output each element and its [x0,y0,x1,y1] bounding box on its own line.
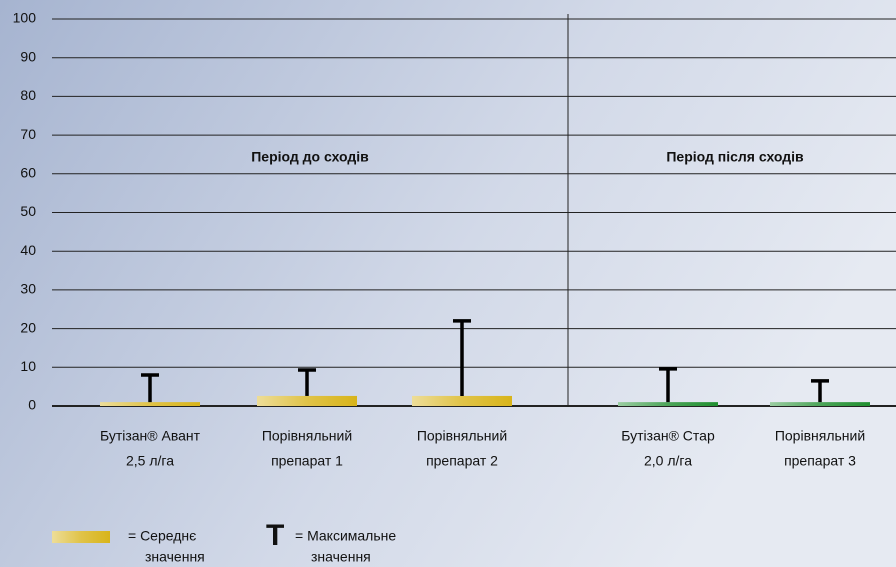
period-label: Період після сходів [666,149,804,165]
y-tick-label: 60 [20,165,36,181]
x-tick-label: препарат 3 [784,453,856,469]
bar [257,395,357,406]
legend-swatch [52,531,110,543]
y-tick-label: 80 [20,87,36,103]
y-tick-label: 20 [20,319,36,335]
max-marker [659,367,677,403]
bar [770,402,870,406]
x-tick-label: Порівняльний [775,428,865,444]
x-tick-label: препарат 1 [271,453,343,469]
legend-label: = Середнє [128,528,196,544]
x-tick-label: Бутізан® Стар [621,428,715,444]
x-tick-label: препарат 2 [426,453,498,469]
y-tick-label: 50 [20,203,36,219]
x-tick-label: Порівняльний [417,428,507,444]
x-tick-label: Бутізан® Авант [100,428,201,444]
y-tick-label: 30 [20,281,36,297]
legend-label: = Максимальне [295,528,396,544]
y-tick-label: 0 [28,397,36,413]
x-tick-label: 2,0 л/га [644,453,692,469]
y-tick-label: 40 [20,242,36,258]
bar [412,395,512,406]
period-label: Період до сходів [251,149,369,165]
max-marker [141,373,159,403]
x-tick-label: Порівняльний [262,428,352,444]
bar [618,402,718,406]
legend-symbol: T [266,519,284,552]
y-tick-label: 90 [20,48,36,64]
max-marker [811,379,829,403]
bar [100,402,200,406]
legend-label: значення [145,549,205,565]
legend-label: значення [311,549,371,565]
y-tick-label: 100 [13,10,37,26]
y-tick-label: 70 [20,126,36,142]
max-marker [298,368,316,396]
x-tick-label: 2,5 л/га [126,453,174,469]
max-marker [453,319,471,396]
y-tick-label: 10 [20,358,36,374]
